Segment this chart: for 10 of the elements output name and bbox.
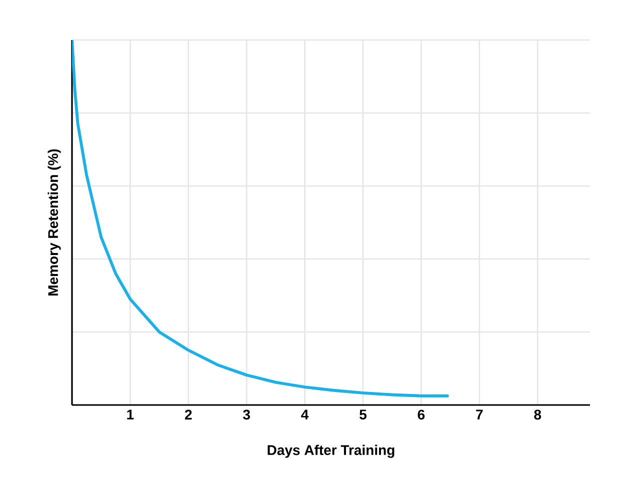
- y-axis-title: Memory Retention (%): [48, 149, 61, 296]
- x-tick-label: 6: [418, 410, 425, 420]
- x-tick-label: 7: [476, 410, 483, 420]
- x-tick-label: 2: [184, 410, 192, 420]
- x-tick-label: 3: [243, 410, 250, 420]
- x-tick-label: 1: [127, 410, 134, 420]
- x-tick-label: 4: [301, 410, 309, 420]
- x-tick-label: 5: [360, 410, 366, 420]
- x-tick-label: 8: [534, 410, 542, 420]
- x-axis-title: Days After Training: [268, 444, 394, 458]
